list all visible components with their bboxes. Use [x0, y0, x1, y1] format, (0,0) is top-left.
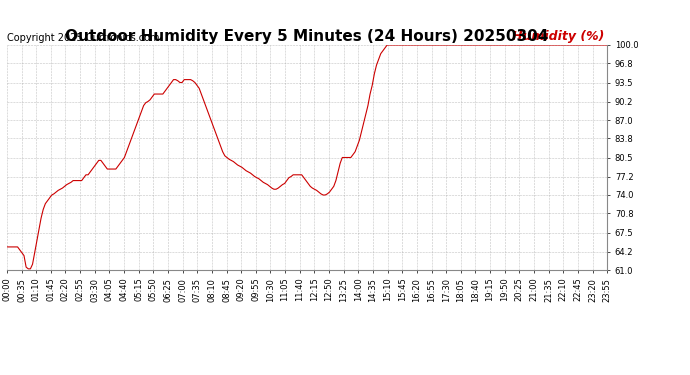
Text: Humidity (%): Humidity (%) [512, 30, 604, 43]
Text: Copyright 2025 Curtronics.com: Copyright 2025 Curtronics.com [7, 33, 159, 43]
Title: Outdoor Humidity Every 5 Minutes (24 Hours) 20250304: Outdoor Humidity Every 5 Minutes (24 Hou… [66, 29, 549, 44]
